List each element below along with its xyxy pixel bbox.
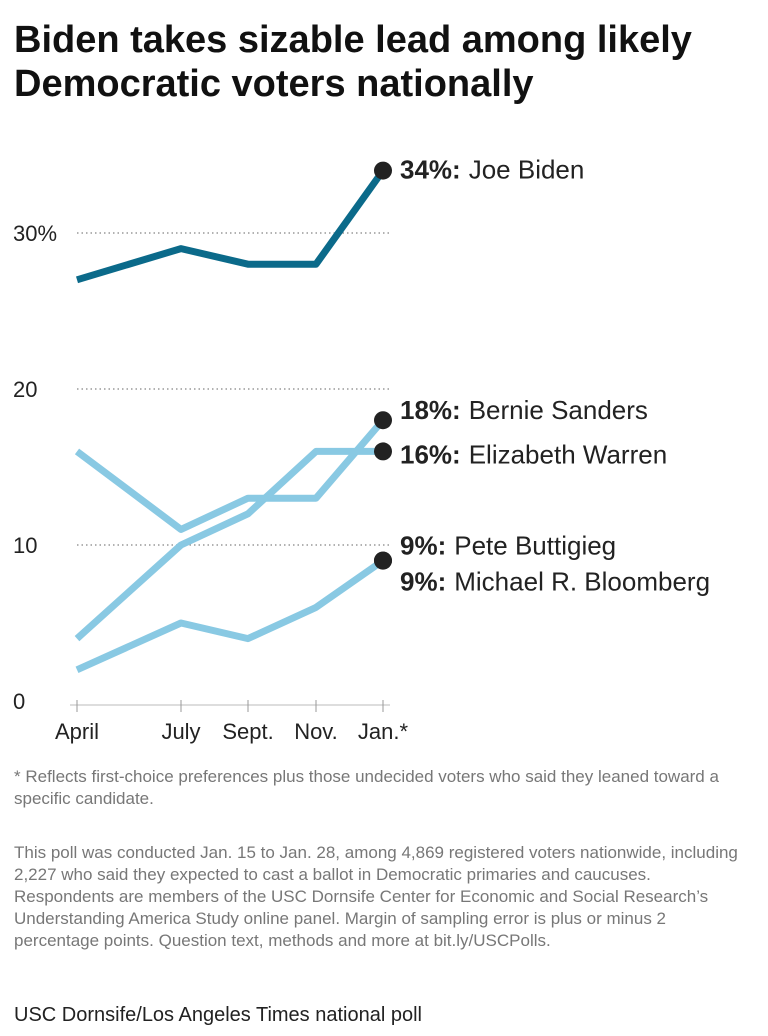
chart-title: Biden takes sizable lead among likely De… bbox=[14, 19, 692, 105]
y-tick-label: 20 bbox=[13, 377, 37, 402]
series-line bbox=[75, 168, 386, 284]
end-value-label: 16%: bbox=[400, 439, 461, 469]
footnote: * Reflects first-choice preferences plus… bbox=[14, 767, 719, 808]
y-tick-label: 10 bbox=[13, 533, 37, 558]
method-note: This poll was conducted Jan. 15 to Jan. … bbox=[14, 843, 738, 950]
series-line bbox=[75, 557, 386, 673]
series-name: Michael R. Bloomberg bbox=[454, 567, 710, 597]
end-dot bbox=[374, 411, 392, 430]
x-tick-label: July bbox=[161, 719, 200, 744]
x-tick-label: Jan.* bbox=[358, 719, 409, 744]
y-tick-label: 30% bbox=[13, 221, 57, 246]
end-label: 9%: Pete Buttigieg bbox=[400, 531, 616, 561]
end-dot bbox=[374, 551, 392, 570]
end-label: 16%: Elizabeth Warren bbox=[400, 439, 667, 469]
end-label: 34%: Joe Biden bbox=[400, 155, 584, 185]
end-value-label: 18%: bbox=[400, 395, 461, 425]
series-name: Pete Buttigieg bbox=[454, 531, 616, 561]
series-name: Bernie Sanders bbox=[469, 395, 648, 425]
series-line bbox=[74, 447, 383, 642]
y-tick-label: 0 bbox=[13, 689, 25, 714]
source: USC Dornsife/Los Angeles Times national … bbox=[14, 1004, 422, 1026]
x-tick-label: Nov. bbox=[294, 719, 338, 744]
end-label: 18%: Bernie Sanders bbox=[400, 395, 648, 425]
x-tick-label: April bbox=[55, 719, 99, 744]
end-label: 9%: Michael R. Bloomberg bbox=[400, 567, 710, 597]
end-dot bbox=[374, 442, 392, 461]
end-dot bbox=[374, 161, 392, 180]
series-line bbox=[74, 417, 386, 533]
x-tick-label: Sept. bbox=[222, 719, 273, 744]
series-name: Joe Biden bbox=[469, 155, 585, 185]
end-value-label: 9%: bbox=[400, 567, 446, 597]
series-name: Elizabeth Warren bbox=[469, 439, 667, 469]
end-value-label: 34%: bbox=[400, 155, 461, 185]
end-value-label: 9%: bbox=[400, 531, 446, 561]
